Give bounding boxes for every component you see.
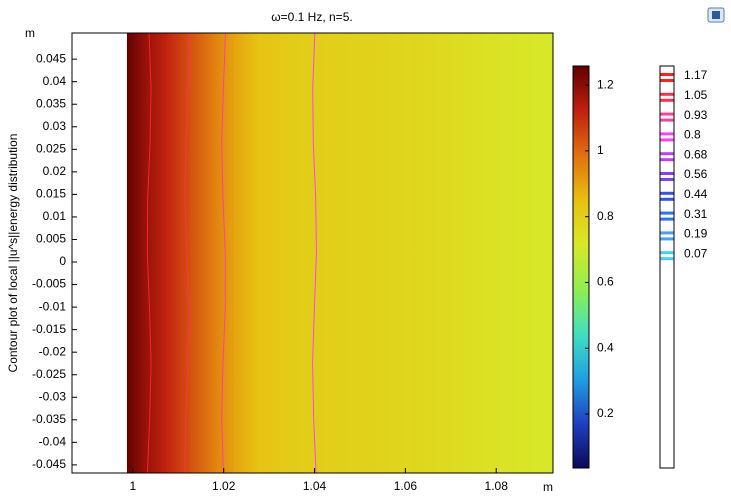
contour-level-label: 0.56	[684, 167, 708, 181]
heat-cell	[473, 33, 526, 473]
x-unit: m	[543, 480, 553, 494]
y-tick-label: -0.01	[39, 299, 67, 313]
contour-level-label: 0.31	[684, 207, 708, 221]
contour-swatch	[660, 191, 674, 195]
contour-swatch	[660, 251, 674, 255]
contour-swatch	[660, 231, 674, 235]
y-tick-label: 0.015	[36, 187, 66, 201]
colorbar-tick-label: 0.2	[597, 406, 614, 420]
y-tick-label: -0.04	[39, 435, 67, 449]
colorbar-tick-label: 0.6	[597, 275, 614, 289]
toolbar-icon[interactable]	[707, 7, 725, 23]
contour-level-label: 0.93	[684, 108, 708, 122]
contour-swatch	[660, 172, 674, 175]
y-tick-label: 0.005	[36, 232, 66, 246]
y-tick-label: -0.03	[39, 389, 67, 403]
y-tick-label: -0.035	[32, 412, 66, 426]
x-tick-label: 1.02	[212, 479, 236, 493]
contour-swatch	[660, 132, 674, 136]
contour-line	[312, 32, 317, 474]
heat-cell	[291, 33, 338, 473]
x-tick-label: 1	[130, 479, 137, 493]
heat-cell	[235, 33, 259, 473]
x-tick-label: 1.06	[394, 479, 418, 493]
heat-cell	[382, 33, 429, 473]
x-tick-label: 1.08	[485, 479, 509, 493]
contour-level-label: 1.17	[684, 68, 708, 82]
contour-swatch	[660, 118, 674, 122]
colorbar-tick-label: 1	[597, 143, 604, 157]
y-tick-label: 0.01	[43, 209, 67, 223]
contour-level-label: 0.44	[684, 187, 708, 201]
contour-swatch	[660, 237, 674, 241]
contour-level-label: 1.05	[684, 88, 708, 102]
y-tick-label: -0.045	[32, 457, 66, 471]
contour-swatch	[660, 217, 674, 221]
y-tick-label: -0.015	[32, 322, 66, 336]
y-tick-label: 0.04	[43, 74, 67, 88]
contour-level-label: 0.19	[684, 227, 708, 241]
contour-line	[221, 32, 227, 474]
y-tick-label: 0.035	[36, 96, 66, 110]
x-tick-label: 1.04	[303, 479, 327, 493]
contour-legend	[659, 65, 675, 469]
y-tick-label: -0.025	[32, 367, 66, 381]
y-tick-label: 0	[59, 254, 66, 268]
contour-swatch	[660, 138, 674, 142]
icon-core[interactable]	[712, 11, 720, 19]
heat-cell	[126, 33, 131, 473]
contour-swatch	[660, 197, 674, 201]
y-tick-label: 0.045	[36, 51, 66, 65]
contour-swatch	[660, 73, 674, 76]
contour-level-label: 0.8	[684, 128, 701, 142]
chart-title: ω=0.1 Hz, n=5.	[271, 10, 352, 24]
contour-swatch	[660, 152, 674, 156]
contour-level-label: 0.07	[684, 246, 708, 260]
contour-swatch	[660, 98, 674, 102]
contour-line	[146, 32, 152, 474]
y-tick-label: 0.03	[43, 119, 67, 133]
colorbar-tick-label: 0.4	[597, 340, 614, 354]
y-tick-label: -0.02	[39, 344, 67, 358]
heat-cell	[524, 33, 554, 473]
heat-cell	[166, 33, 191, 473]
heat-cell	[428, 33, 475, 473]
plot-frame	[71, 32, 554, 474]
heat-cell	[189, 33, 213, 473]
y-tick-label: -0.005	[32, 277, 66, 291]
contour-swatch	[660, 112, 674, 116]
y-unit: m	[25, 26, 35, 40]
colorbar-tick-label: 1.2	[597, 77, 614, 91]
contour-swatch	[660, 257, 674, 261]
contour-swatch	[660, 178, 674, 181]
heat-cell	[129, 33, 145, 473]
colorbar-tick-label: 0.8	[597, 209, 614, 223]
colorbar	[572, 65, 590, 469]
heat-cell	[257, 33, 293, 473]
heat-cell	[212, 33, 236, 473]
y-axis-label: Contour plot of local ||u^s||energy dist…	[6, 134, 20, 373]
contour-line	[184, 32, 190, 474]
heat-cell	[337, 33, 384, 473]
y-tick-label: 0.025	[36, 141, 66, 155]
contour-swatch	[660, 79, 674, 82]
contour-swatch	[660, 158, 674, 162]
contour-swatch	[660, 92, 674, 96]
contour-swatch	[660, 211, 674, 215]
contour-level-label: 0.68	[684, 147, 708, 161]
y-tick-label: 0.02	[43, 164, 67, 178]
